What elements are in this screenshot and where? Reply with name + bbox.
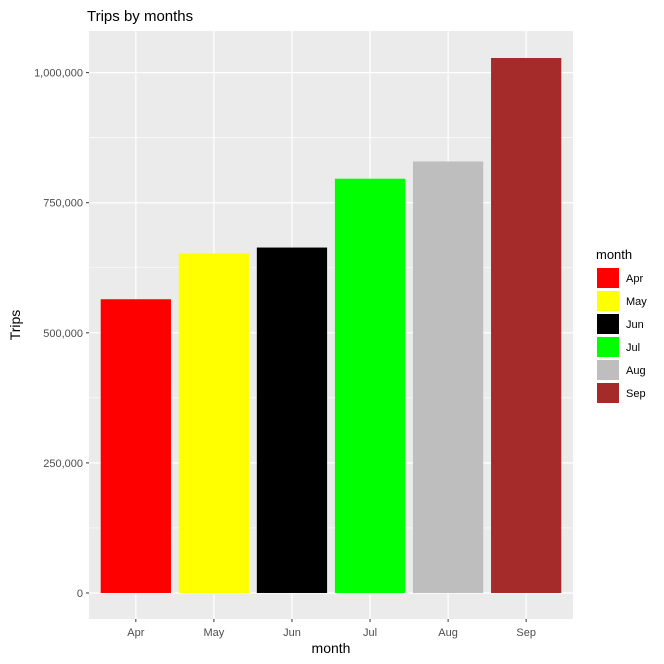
bars-group: [100, 57, 562, 593]
y-tick-label: 1,000,000: [34, 68, 83, 80]
x-tick-label: May: [204, 627, 225, 639]
bar-may: [178, 253, 250, 593]
legend-swatch-sep: [597, 383, 619, 403]
legend-label: Apr: [626, 273, 643, 285]
legend-title: month: [596, 247, 632, 262]
y-tick-label: 250,000: [43, 458, 83, 470]
x-tick-label: Jul: [363, 627, 377, 639]
bar-apr: [100, 299, 171, 593]
legend-items: Apr May Jun Jul Aug Sep: [597, 268, 647, 403]
chart-title: Trips by months: [87, 8, 193, 25]
bar-sep: [491, 57, 562, 593]
legend-swatch-apr: [597, 268, 619, 288]
bar-aug: [412, 161, 484, 593]
legend-swatch-may: [597, 291, 619, 311]
legend-swatch-jul: [597, 337, 619, 357]
legend-label: Jul: [626, 342, 640, 354]
bar-jun: [256, 247, 328, 593]
legend-label: Sep: [626, 388, 646, 400]
bar-jul: [334, 178, 406, 593]
y-axis-title: Trips: [7, 310, 23, 341]
x-tick-label: Aug: [438, 627, 458, 639]
y-tick-label: 750,000: [43, 198, 83, 210]
x-axis: Apr May Jun Jul Aug Sep: [127, 619, 536, 639]
x-tick-label: Sep: [516, 627, 536, 639]
legend-swatch-aug: [597, 360, 619, 380]
y-tick-label: 0: [77, 588, 83, 600]
legend-swatch-jun: [597, 314, 619, 334]
x-tick-label: Apr: [127, 627, 144, 639]
legend-label: Jun: [626, 319, 644, 331]
x-axis-title: month: [312, 640, 351, 656]
y-tick-label: 500,000: [43, 328, 83, 340]
legend-label: Aug: [626, 365, 646, 377]
legend: month Apr May Jun Jul Aug Sep: [596, 247, 647, 403]
x-tick-label: Jun: [283, 627, 301, 639]
legend-label: May: [626, 296, 647, 308]
y-axis: 0 250,000 500,000 750,000 1,000,000: [34, 68, 89, 600]
